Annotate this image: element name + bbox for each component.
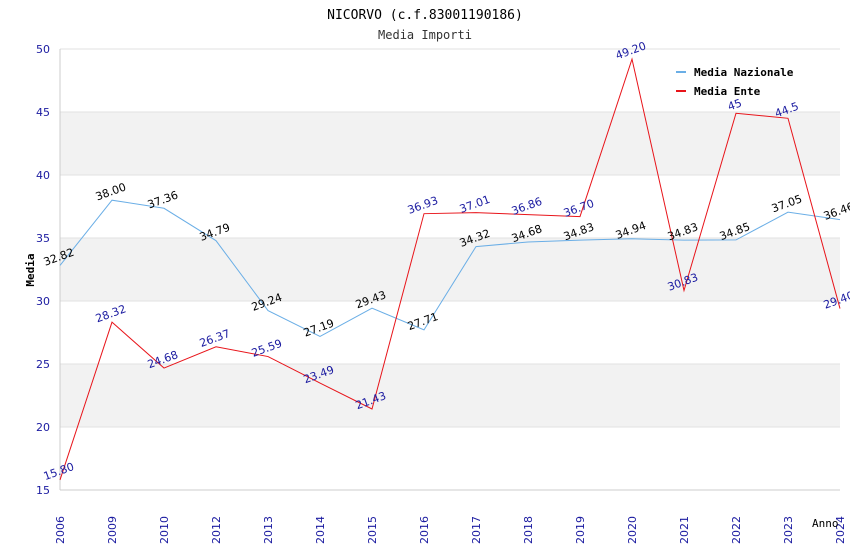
y-tick-label: 15: [36, 484, 50, 497]
y-tick-label: 40: [36, 169, 50, 182]
y-tick-label: 20: [36, 421, 50, 434]
chart-title: NICORVO (c.f.83001190186): [327, 8, 523, 23]
x-tick-label: 2017: [470, 516, 483, 544]
x-tick-label: 2018: [522, 516, 535, 544]
series-line-media-nazionale: [59, 199, 841, 337]
y-tick-label: 30: [36, 295, 50, 308]
x-tick-label: 2022: [730, 516, 743, 544]
data-label: 26.37: [198, 327, 232, 350]
data-label: 15.80: [42, 460, 76, 483]
x-tick-label: 2023: [782, 516, 795, 544]
y-tick-label: 35: [36, 232, 50, 245]
grid-band: [60, 112, 840, 175]
x-tick-label: 2013: [262, 516, 275, 544]
y-tick-labels: 15 20 25 30 35 40 45 50: [36, 43, 50, 497]
x-tick-label: 2019: [574, 516, 587, 544]
x-tick-label: 2009: [106, 516, 119, 544]
x-tick-labels: 2006 2009 2010 2012 2013 2014 2015 2016 2017 2018…: [54, 516, 847, 544]
x-tick-label: 2015: [366, 516, 379, 544]
grid-band: [60, 238, 840, 301]
data-label: 28.32: [94, 302, 128, 325]
legend: Media Nazionale Media Ente: [676, 66, 794, 98]
y-axis-label: Media: [24, 253, 37, 286]
x-tick-label: 2012: [210, 516, 223, 544]
x-tick-label: 2020: [626, 516, 639, 544]
x-tick-label: 2016: [418, 516, 431, 544]
x-tick-label: 2010: [158, 516, 171, 544]
x-tick-label: 2021: [678, 516, 691, 544]
y-tick-label: 25: [36, 358, 50, 371]
data-label: 38.00: [94, 180, 128, 203]
legend-label: Media Nazionale: [694, 66, 794, 79]
legend-label: Media Ente: [694, 85, 761, 98]
y-tick-label: 50: [36, 43, 50, 56]
x-tick-label: 2006: [54, 516, 67, 544]
data-label: 37.05: [770, 192, 804, 215]
x-axis-label: Anno: [812, 517, 839, 530]
chart-subtitle: Media Importi: [378, 28, 472, 42]
x-tick-label: 2014: [314, 516, 327, 544]
axes: [59, 49, 840, 491]
data-label: 49.20: [614, 39, 648, 62]
data-label: 45: [726, 96, 744, 113]
y-tick-label: 45: [36, 106, 50, 119]
series-lines: [59, 57, 841, 481]
x-tick-label: 2024: [834, 516, 847, 544]
series-line-media-ente: [59, 57, 841, 481]
grid-band: [60, 364, 840, 427]
grid-bands: [60, 48, 840, 491]
